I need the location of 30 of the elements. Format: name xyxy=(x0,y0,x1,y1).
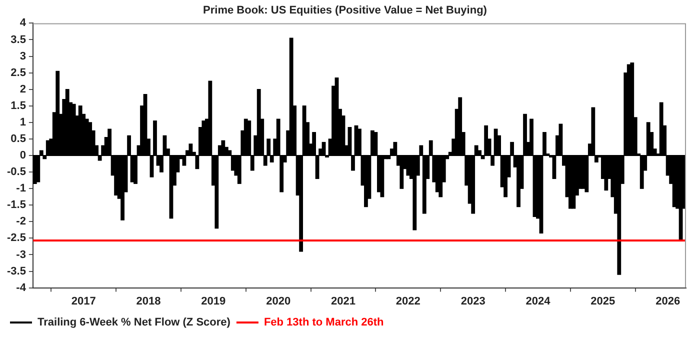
y-tick-label: -3.5 xyxy=(6,265,26,278)
y-tick-label: -1 xyxy=(16,182,26,195)
legend-label: Feb 13th to March 26th xyxy=(264,316,384,329)
x-tick-label: 2019 xyxy=(201,295,226,308)
x-tick-label: 2017 xyxy=(71,295,96,308)
y-tick-label: 0 xyxy=(20,150,26,162)
x-tick-label: 2026 xyxy=(656,295,680,308)
y-tick-label: -4 xyxy=(16,282,27,294)
x-tick-label: 2020 xyxy=(266,295,291,308)
x-tick-label: 2024 xyxy=(526,295,552,308)
y-tick-label: -3 xyxy=(16,248,26,261)
y-tick-label: 2 xyxy=(20,83,26,96)
x-tick-label: 2023 xyxy=(460,295,486,308)
chart-title: Prime Book: US Equities (Positive Value = Net Buying) xyxy=(203,4,488,17)
y-tick-label: 4 xyxy=(20,17,27,30)
x-tick-label: 2022 xyxy=(396,295,420,308)
y-tick-label: 3.5 xyxy=(10,34,26,46)
x-tick-label: 2021 xyxy=(331,295,356,308)
y-tick-label: 0.5 xyxy=(10,132,26,145)
y-tick-label: -2.5 xyxy=(6,232,26,244)
x-tick-label: 2025 xyxy=(590,295,616,308)
y-tick-label: -2 xyxy=(16,216,26,228)
y-tick-label: 2.5 xyxy=(10,66,26,79)
x-tick-label: 2018 xyxy=(136,295,161,308)
y-tick-label: -1.5 xyxy=(6,199,26,212)
y-tick-label: 1 xyxy=(20,116,26,128)
y-tick-label: -0.5 xyxy=(6,166,26,178)
legend-label: Trailing 6-Week % Net Flow (Z Score) xyxy=(38,316,231,329)
y-tick-label: 3 xyxy=(20,50,26,62)
y-tick-label: 1.5 xyxy=(10,100,26,112)
